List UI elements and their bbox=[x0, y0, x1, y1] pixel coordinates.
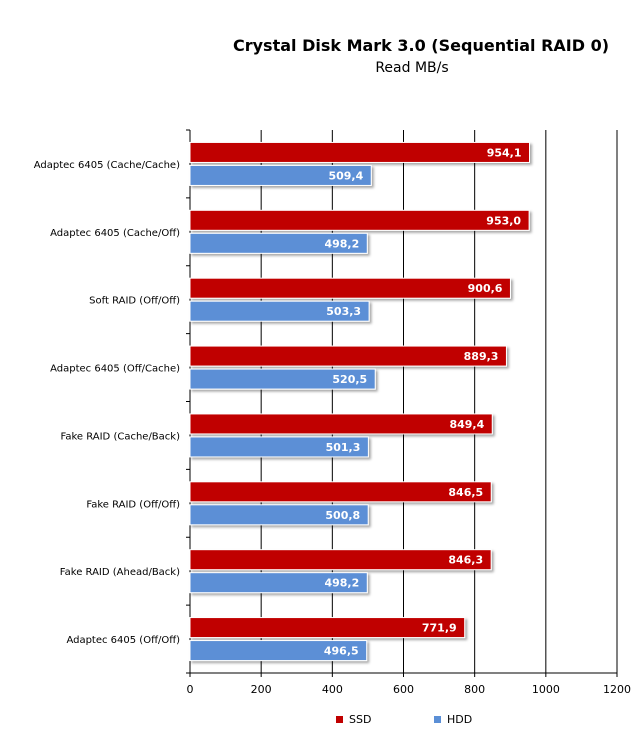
data-label-ssd: 849,4 bbox=[449, 418, 484, 431]
bar-hdd bbox=[189, 232, 368, 254]
x-tick-label: 800 bbox=[464, 683, 485, 696]
category-label: Fake RAID (Cache/Back) bbox=[61, 431, 181, 442]
category-label: Soft RAID (Off/Off) bbox=[89, 296, 180, 307]
x-tick-label: 600 bbox=[393, 683, 414, 696]
bar-ssd bbox=[189, 481, 492, 503]
category-label: Fake RAID (Off/Off) bbox=[86, 499, 180, 510]
legend-label-ssd: SSD bbox=[349, 713, 372, 726]
bar-ssd bbox=[189, 413, 493, 435]
data-label-ssd: 953,0 bbox=[486, 214, 521, 227]
bar-hdd bbox=[189, 436, 369, 458]
data-label-hdd: 498,2 bbox=[324, 577, 359, 590]
bar-hdd bbox=[189, 572, 368, 594]
legend-swatch-hdd bbox=[434, 716, 441, 723]
data-label-hdd: 500,8 bbox=[325, 509, 360, 522]
category-label: Fake RAID (Ahead/Back) bbox=[60, 567, 180, 578]
category-label: Adaptec 6405 (Off/Off) bbox=[66, 635, 180, 646]
bar-ssd bbox=[189, 277, 511, 299]
category-label: Adaptec 6405 (Off/Cache) bbox=[50, 364, 180, 375]
data-label-hdd: 501,3 bbox=[326, 441, 361, 454]
bar-hdd bbox=[189, 300, 370, 322]
data-label-hdd: 496,5 bbox=[324, 645, 359, 658]
legend-swatch-ssd bbox=[336, 716, 343, 723]
data-label-ssd: 846,5 bbox=[448, 486, 483, 499]
category-label: Adaptec 6405 (Cache/Off) bbox=[50, 228, 180, 239]
data-label-ssd: 889,3 bbox=[464, 350, 499, 363]
bar-ssd bbox=[189, 345, 507, 367]
x-tick-label: 0 bbox=[187, 683, 194, 696]
data-label-ssd: 771,9 bbox=[422, 622, 457, 635]
x-tick-label: 1000 bbox=[532, 683, 560, 696]
chart-title: Crystal Disk Mark 3.0 (Sequential RAID 0… bbox=[232, 36, 610, 55]
bar-hdd bbox=[189, 640, 368, 662]
bar-hdd bbox=[189, 164, 372, 186]
x-tick-label: 400 bbox=[322, 683, 343, 696]
category-label: Adaptec 6405 (Cache/Cache) bbox=[34, 160, 180, 171]
bar-ssd bbox=[189, 209, 530, 231]
data-label-ssd: 900,6 bbox=[468, 282, 503, 295]
data-label-hdd: 503,3 bbox=[326, 305, 361, 318]
chart-subtitle: Read MB/s bbox=[375, 60, 449, 76]
bar-ssd bbox=[189, 617, 466, 639]
data-label-hdd: 498,2 bbox=[324, 237, 359, 250]
bar-hdd bbox=[189, 504, 369, 526]
x-tick-label: 200 bbox=[251, 683, 272, 696]
bar-hdd bbox=[189, 368, 376, 390]
data-label-hdd: 509,4 bbox=[328, 169, 363, 182]
data-label-hdd: 520,5 bbox=[332, 373, 367, 386]
data-label-ssd: 954,1 bbox=[487, 146, 522, 159]
legend-label-hdd: HDD bbox=[447, 713, 473, 726]
bar-ssd bbox=[189, 549, 492, 571]
legend-item-hdd: HDD bbox=[434, 713, 472, 726]
legend-item-ssd: SSD bbox=[336, 713, 371, 726]
bar-ssd bbox=[189, 141, 531, 163]
data-label-ssd: 846,3 bbox=[448, 554, 483, 567]
x-tick-label: 1200 bbox=[603, 683, 631, 696]
